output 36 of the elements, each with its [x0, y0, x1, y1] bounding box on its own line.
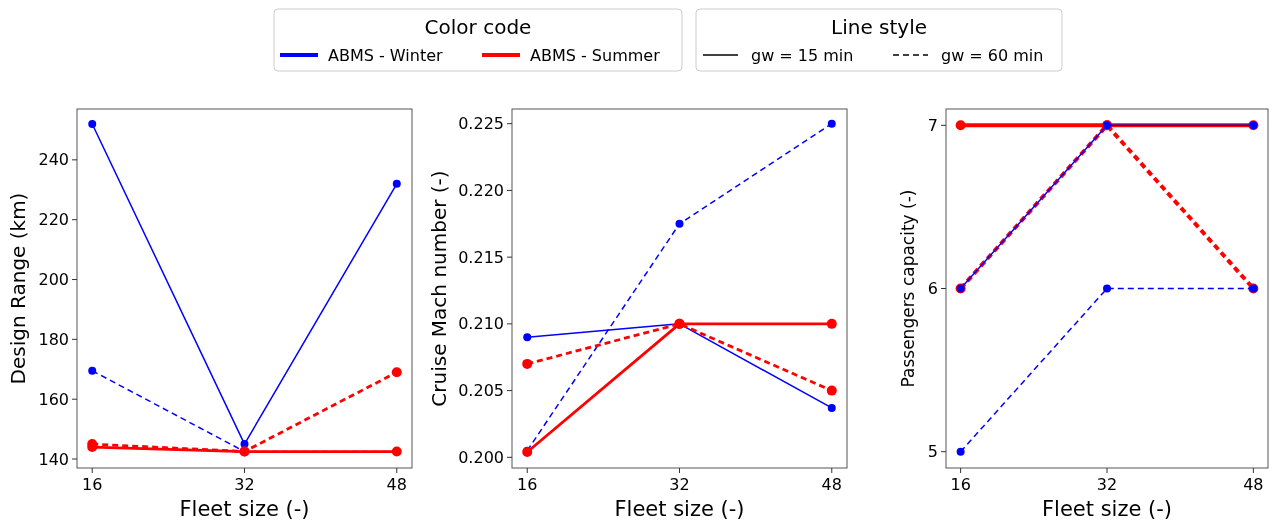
y-tick-label: 180 [38, 329, 69, 349]
y-tick-label: 7 [927, 115, 938, 135]
x-axis-title: Fleet size (-) [179, 497, 310, 520]
y-tick-label: 160 [38, 389, 69, 409]
legend-label: ABMS - Winter [328, 45, 443, 65]
x-tick-label: 16 [950, 475, 971, 494]
y-tick-label: 6 [927, 279, 938, 299]
y-tick-label: 0.210 [458, 314, 504, 334]
x-tick-label: 16 [82, 475, 103, 494]
x-tick-label: 48 [821, 475, 842, 494]
y-tick-label: 220 [38, 210, 69, 230]
x-axis-title: Fleet size (-) [1041, 497, 1173, 520]
y-tick-label: 240 [38, 150, 69, 170]
text: Line style [831, 15, 927, 39]
y-tick-label: 0.200 [458, 447, 504, 467]
x-tick-label: 32 [669, 475, 690, 494]
y-tick-label: 0.225 [458, 114, 504, 134]
y-tick-label: 0.215 [458, 247, 504, 267]
text: gw = 15 min [751, 45, 854, 65]
y-tick-label: 200 [38, 270, 69, 290]
text: gw = 60 min [941, 45, 1044, 65]
y-tick-label: 140 [38, 449, 69, 469]
x-tick-label: 32 [1096, 475, 1118, 494]
y-tick-label: 0.220 [458, 181, 504, 201]
x-tick-label: 48 [1243, 475, 1264, 494]
y-axis-title: Passengers capacity (-) [898, 189, 918, 388]
x-tick-label: 16 [517, 475, 538, 494]
x-tick-label: 32 [234, 475, 255, 494]
y-axis-title: Design Range (km) [6, 192, 30, 385]
x-axis-title: Fleet size (-) [614, 497, 745, 520]
y-tick-label: 0.205 [458, 381, 504, 401]
y-tick-label: 5 [927, 442, 938, 462]
y-axis-title: Cruise Mach number (-) [427, 170, 451, 407]
legend-title: Color code [424, 15, 532, 39]
legend-label: ABMS - Summer [530, 45, 661, 65]
x-tick-label: 48 [386, 475, 407, 494]
